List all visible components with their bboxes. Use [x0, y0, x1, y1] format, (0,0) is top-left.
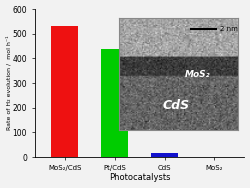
Bar	[101, 49, 128, 157]
X-axis label: Photocatalysts: Photocatalysts	[109, 174, 170, 182]
Bar	[51, 26, 78, 157]
Y-axis label: Rate of H₂ evolution /  mol h⁻¹: Rate of H₂ evolution / mol h⁻¹	[6, 36, 11, 130]
Bar	[151, 153, 178, 157]
